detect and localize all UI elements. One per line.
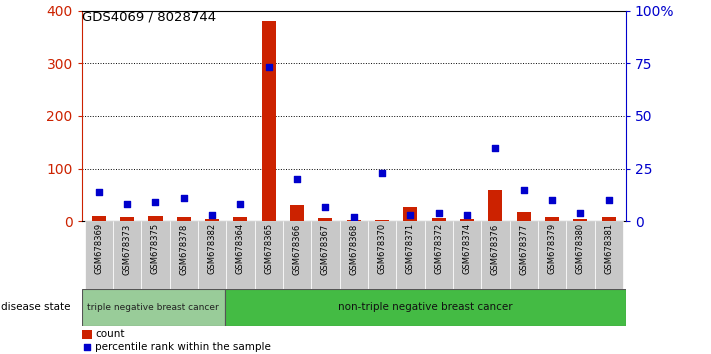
Point xyxy=(122,201,133,207)
Text: GSM678378: GSM678378 xyxy=(179,223,188,274)
Point xyxy=(81,344,92,350)
Bar xyxy=(149,216,163,221)
Point xyxy=(376,170,387,176)
Point xyxy=(263,65,274,70)
Bar xyxy=(113,221,141,289)
Bar xyxy=(340,221,368,289)
Bar xyxy=(453,221,481,289)
Text: GSM678365: GSM678365 xyxy=(264,223,273,274)
Text: GSM678376: GSM678376 xyxy=(491,223,500,274)
Text: count: count xyxy=(95,329,125,339)
Bar xyxy=(233,217,247,221)
Bar xyxy=(283,221,311,289)
Text: GSM678379: GSM678379 xyxy=(547,223,557,274)
Bar xyxy=(424,221,453,289)
Point xyxy=(348,214,359,220)
Text: GSM678367: GSM678367 xyxy=(321,223,330,274)
Text: GSM678370: GSM678370 xyxy=(378,223,387,274)
Bar xyxy=(432,218,446,221)
Text: GSM678373: GSM678373 xyxy=(122,223,132,274)
Text: GSM678375: GSM678375 xyxy=(151,223,160,274)
Bar xyxy=(82,330,92,338)
Bar xyxy=(141,221,170,289)
Bar xyxy=(545,217,559,221)
Bar xyxy=(602,217,616,221)
Point xyxy=(93,189,105,195)
Bar xyxy=(225,289,626,326)
Point xyxy=(206,212,218,218)
Bar xyxy=(510,221,538,289)
Point xyxy=(405,212,416,218)
Text: GSM678369: GSM678369 xyxy=(95,223,103,274)
Point xyxy=(461,212,473,218)
Point xyxy=(320,204,331,209)
Bar xyxy=(538,221,566,289)
Bar xyxy=(92,216,106,221)
Bar xyxy=(205,219,219,221)
Bar xyxy=(170,221,198,289)
Text: GSM678372: GSM678372 xyxy=(434,223,443,274)
Bar xyxy=(347,220,360,221)
Text: GSM678366: GSM678366 xyxy=(292,223,301,274)
Point xyxy=(292,176,303,182)
Bar xyxy=(368,221,396,289)
Bar xyxy=(311,221,340,289)
Text: triple negative breast cancer: triple negative breast cancer xyxy=(87,303,219,312)
Bar xyxy=(375,220,389,221)
Text: GSM678380: GSM678380 xyxy=(576,223,585,274)
Text: GSM678371: GSM678371 xyxy=(406,223,415,274)
Text: GSM678364: GSM678364 xyxy=(236,223,245,274)
Bar xyxy=(120,217,134,221)
Bar xyxy=(460,219,474,221)
Bar xyxy=(594,221,623,289)
Text: disease state: disease state xyxy=(1,302,70,312)
Bar xyxy=(517,212,531,221)
Bar xyxy=(403,206,417,221)
Text: percentile rank within the sample: percentile rank within the sample xyxy=(95,342,271,352)
Point xyxy=(150,199,161,205)
Bar xyxy=(396,221,424,289)
Bar xyxy=(255,221,283,289)
Text: non-triple negative breast cancer: non-triple negative breast cancer xyxy=(338,302,513,312)
Point xyxy=(235,201,246,207)
Point xyxy=(490,145,501,150)
Bar xyxy=(481,221,510,289)
Bar xyxy=(573,219,587,221)
Point xyxy=(603,198,614,203)
Bar xyxy=(566,221,594,289)
Bar xyxy=(176,217,191,221)
Point xyxy=(178,195,189,201)
Bar xyxy=(488,190,503,221)
Bar xyxy=(262,21,276,221)
Bar xyxy=(290,205,304,221)
Point xyxy=(433,210,444,216)
Bar xyxy=(82,289,225,326)
Text: GSM678368: GSM678368 xyxy=(349,223,358,274)
Point xyxy=(518,187,530,193)
Bar xyxy=(85,221,113,289)
Text: GSM678377: GSM678377 xyxy=(519,223,528,274)
Text: GSM678374: GSM678374 xyxy=(463,223,471,274)
Bar xyxy=(319,218,333,221)
Text: GSM678381: GSM678381 xyxy=(604,223,613,274)
Bar xyxy=(198,221,226,289)
Point xyxy=(546,198,557,203)
Bar xyxy=(226,221,255,289)
Point xyxy=(574,210,586,216)
Text: GSM678382: GSM678382 xyxy=(208,223,217,274)
Text: GDS4069 / 8028744: GDS4069 / 8028744 xyxy=(82,11,216,24)
